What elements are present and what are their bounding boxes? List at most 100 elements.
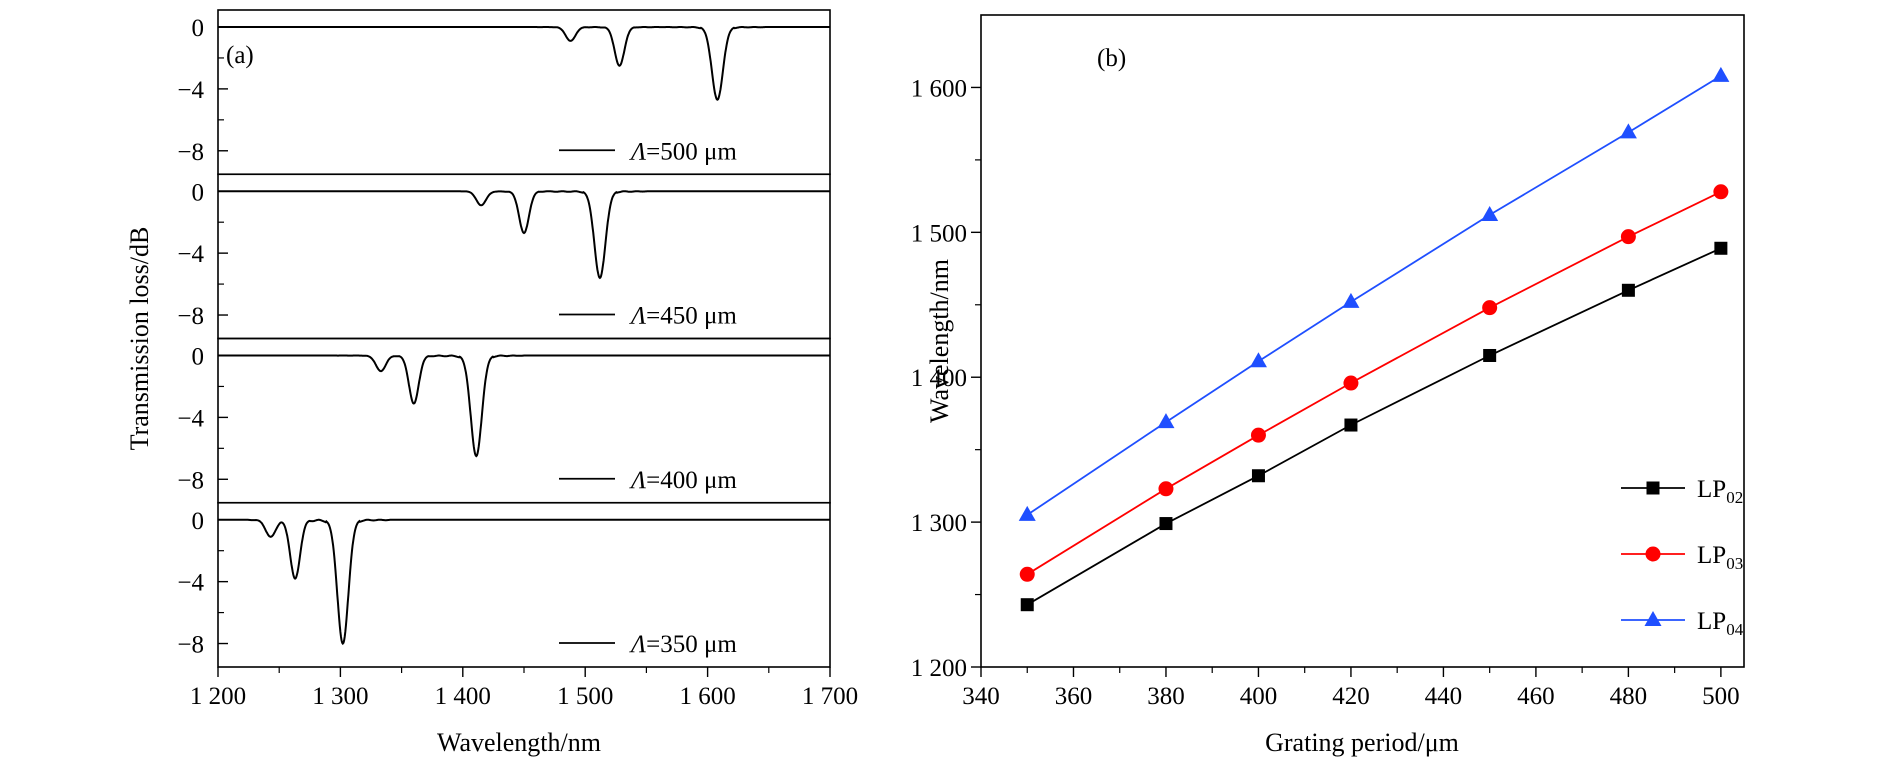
data-point-lp04 [1249,352,1267,368]
data-point-lp04 [1619,123,1637,139]
data-point-lp03 [1250,427,1266,443]
legend-value: =350 μm [646,631,737,658]
subplot-frame [217,501,831,668]
y-tick-label: 1 300 [911,510,967,537]
y-tick-label: −8 [177,632,204,659]
panel-a-subplot-500: 0 −4 −8 Λ=500 μm [177,9,831,176]
x-tick-label: 460 [1517,683,1555,710]
legend-subscript: 03 [1726,554,1743,573]
data-point-lp03 [1343,375,1359,391]
legend-subscript: 02 [1726,488,1743,507]
legend-symbol: Λ [629,303,646,330]
legend-label-500: Λ=500 μm [629,138,737,165]
data-point-lp03 [1482,300,1498,316]
panel-a-x-axis-label: Wavelength/nm [437,728,601,757]
data-point-lp04 [1481,205,1499,221]
transmission-curve-450 [218,190,830,280]
subplot-frame [217,9,831,176]
x-tick-label: 1 700 [802,683,858,710]
y-tick-label: −4 [177,77,204,104]
transmission-curve-400 [218,354,830,458]
panel-a-y-axis-label: Transmission loss/dB [125,227,154,451]
legend-label-lp02: LP02 [1697,476,1743,507]
data-point-lp04 [1157,413,1175,429]
subplot-frame [217,173,831,340]
legend-label-350: Λ=350 μm [629,631,737,658]
panel-b-resonance-vs-period: (b) Wavelength/nm Grating period/μm 340 3… [911,14,1745,757]
transmission-curve-500 [218,26,830,101]
y-tick-label: 0 [192,179,205,206]
panel-a-subplot-400: 0 −4 −8 Λ=400 μm [177,337,831,504]
legend-value: =450 μm [646,303,737,330]
transmission-curve-350 [218,518,830,646]
y-tick-label: 0 [192,15,205,42]
panel-a-transmission-spectra: (a) Transmission loss/dB Wavelength/nm 0… [125,9,858,757]
y-tick-label: −8 [177,139,204,166]
y-tick-label: 1 500 [911,220,967,247]
panel-b-y-axis-label: Wavelength/nm [925,259,954,423]
y-tick-label: 1 200 [911,655,967,682]
data-point-lp02 [1159,517,1173,531]
x-tick-label: 480 [1610,683,1648,710]
data-point-lp04 [1712,66,1730,82]
y-tick-label: 1 600 [911,75,967,102]
data-point-lp02 [1251,469,1265,483]
data-point-lp04 [1342,292,1360,308]
legend-marker-lp04 [1644,611,1662,626]
data-point-lp02 [1344,418,1358,432]
x-tick-label: 340 [962,683,1000,710]
data-point-lp03 [1713,184,1729,200]
x-tick-label: 380 [1147,683,1185,710]
subplot-frame [217,337,831,504]
data-point-lp03 [1620,229,1636,245]
panel-b-x-axis-label: Grating period/μm [1265,728,1459,757]
legend-subscript: 04 [1726,620,1744,639]
legend-name: LP [1697,608,1726,635]
y-tick-label: 0 [192,508,205,535]
y-tick-label: −4 [177,570,204,597]
legend-name: LP [1697,542,1726,569]
legend-label-450: Λ=450 μm [629,303,737,330]
y-tick-label: 0 [192,344,205,371]
panel-b-label: (b) [1097,45,1126,72]
legend-marker-lp02 [1646,481,1660,495]
y-tick-label: −4 [177,241,204,268]
legend-symbol: Λ [629,138,646,165]
y-tick-label: −4 [177,405,204,432]
data-point-lp03 [1019,566,1035,582]
panel-a-subplot-350: 0 −4 −8 Λ=350 μm [177,501,831,668]
legend-symbol: Λ [629,631,646,658]
legend-label-lp03: LP03 [1697,542,1743,573]
series-line-lp03 [1026,190,1722,576]
x-tick-label: 440 [1425,683,1463,710]
series-line-lp02 [1026,247,1722,606]
data-point-lp03 [1158,481,1174,497]
y-tick-label: 1 400 [911,365,967,392]
legend-symbol: Λ [629,467,646,494]
panel-a-label: (a) [226,42,254,69]
x-tick-label: 1 600 [679,683,735,710]
y-tick-label: −8 [177,303,204,330]
data-point-lp02 [1020,598,1034,612]
panel-b-frame [980,14,1745,668]
legend-value: =500 μm [646,138,737,165]
x-tick-label: 1 200 [190,683,246,710]
series-lp04 [1018,66,1730,521]
x-tick-label: 420 [1332,683,1370,710]
x-tick-label: 1 300 [312,683,368,710]
series-lp03 [1019,184,1729,582]
data-point-lp04 [1018,505,1036,521]
x-tick-label: 1 400 [435,683,491,710]
x-tick-label: 360 [1055,683,1093,710]
data-point-lp02 [1714,241,1728,255]
x-tick-label: 400 [1240,683,1278,710]
legend-label-400: Λ=400 μm [629,467,737,494]
y-tick-label: −8 [177,467,204,494]
x-tick-label: 500 [1702,683,1740,710]
panel-a-subplot-450: 0 −4 −8 Λ=450 μm [177,173,831,340]
x-tick-label: 1 500 [557,683,613,710]
series-lp02 [1020,241,1728,612]
legend-value: =400 μm [646,467,737,494]
